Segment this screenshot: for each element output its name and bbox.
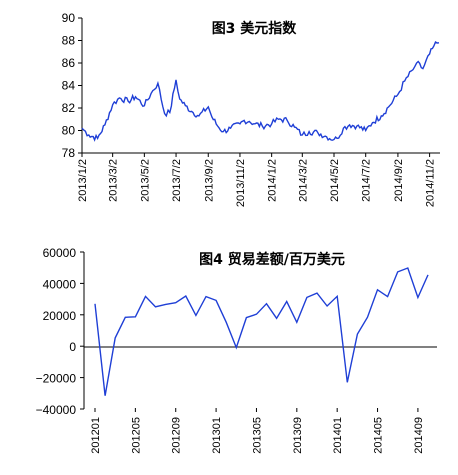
chart1-x-tick-label: 2014/5/2 bbox=[329, 159, 341, 202]
chart1-y-tick-label: 86 bbox=[62, 56, 76, 70]
chart2-y-tick-label: 0 bbox=[69, 340, 76, 354]
chart1-x-tick-label: 2013/7/2 bbox=[171, 159, 183, 202]
chart2-x-tick-label: 201209 bbox=[171, 417, 183, 454]
chart2-y-tick-label: −40000 bbox=[36, 403, 77, 417]
chart1-x-tick-label: 2014/9/2 bbox=[393, 159, 405, 202]
chart1-x-tick-label: 2013/5/2 bbox=[139, 159, 151, 202]
chart2-y-axis-ticks: −40000 −20000 0 20000 40000 60000 bbox=[36, 246, 84, 417]
chart2-x-tick-label: 201301 bbox=[211, 417, 223, 454]
chart2-y-tick-label: 60000 bbox=[43, 246, 77, 260]
chart2-x-tick-label: 201405 bbox=[373, 417, 385, 454]
chart1-y-tick-label: 84 bbox=[62, 79, 76, 93]
chart1-x-tick-label: 2014/11/2 bbox=[425, 159, 437, 207]
chart2-y-tick-label: −20000 bbox=[36, 372, 77, 386]
chart2-x-tick-label: 201409 bbox=[413, 417, 425, 454]
chart1-x-tick-label: 2014/3/2 bbox=[297, 159, 309, 202]
chart1-series-line bbox=[81, 40, 440, 142]
chart2-series-line bbox=[94, 267, 429, 396]
chart1-y-tick-label: 88 bbox=[62, 34, 76, 48]
chart2-x-tick-label: 201205 bbox=[130, 417, 142, 454]
chart2-x-tick-label: 201309 bbox=[292, 417, 304, 454]
chart1-x-tick-label: 2013/1/2 bbox=[77, 159, 89, 202]
chart1-x-tick-label: 2013/9/2 bbox=[203, 159, 215, 202]
chart1-y-tick-label: 82 bbox=[62, 101, 76, 115]
chart1-title: 图3 美元指数 bbox=[212, 20, 298, 37]
chart2-x-axis-ticks: 201201 201205 201209 201301 201305 201309 2014… bbox=[90, 408, 425, 454]
chart1-y-tick-label: 80 bbox=[62, 124, 76, 138]
chart1-x-tick-label: 2013/11/2 bbox=[235, 159, 247, 207]
chart2-x-tick-label: 201305 bbox=[251, 417, 263, 454]
chart2-x-tick-label: 201201 bbox=[90, 417, 102, 454]
chart2-title: 图4 贸易差额/百万美元 bbox=[199, 251, 345, 268]
chart1-y-tick-label: 90 bbox=[62, 11, 76, 25]
chart2-x-tick-label: 201401 bbox=[332, 417, 344, 454]
chart1-y-axis-ticks: 78 80 82 84 86 88 90 bbox=[62, 11, 82, 160]
chart1-y-tick-label: 78 bbox=[62, 146, 76, 160]
chart1-x-tick-label: 2014/7/2 bbox=[361, 159, 373, 202]
chart-trade-balance: 图4 贸易差额/百万美元 −40000 −20000 0 20000 40000 6000… bbox=[36, 246, 437, 454]
chart1-x-tick-label: 2014/1/2 bbox=[267, 159, 279, 202]
chart2-y-tick-label: 20000 bbox=[43, 309, 77, 323]
chart1-x-tick-label: 2013/3/2 bbox=[108, 159, 120, 202]
chart2-y-tick-label: 40000 bbox=[43, 277, 77, 291]
chart1-x-axis-ticks: 2013/1/2 2013/3/2 2013/5/2 2013/7/2 2013/9/2… bbox=[77, 153, 437, 207]
